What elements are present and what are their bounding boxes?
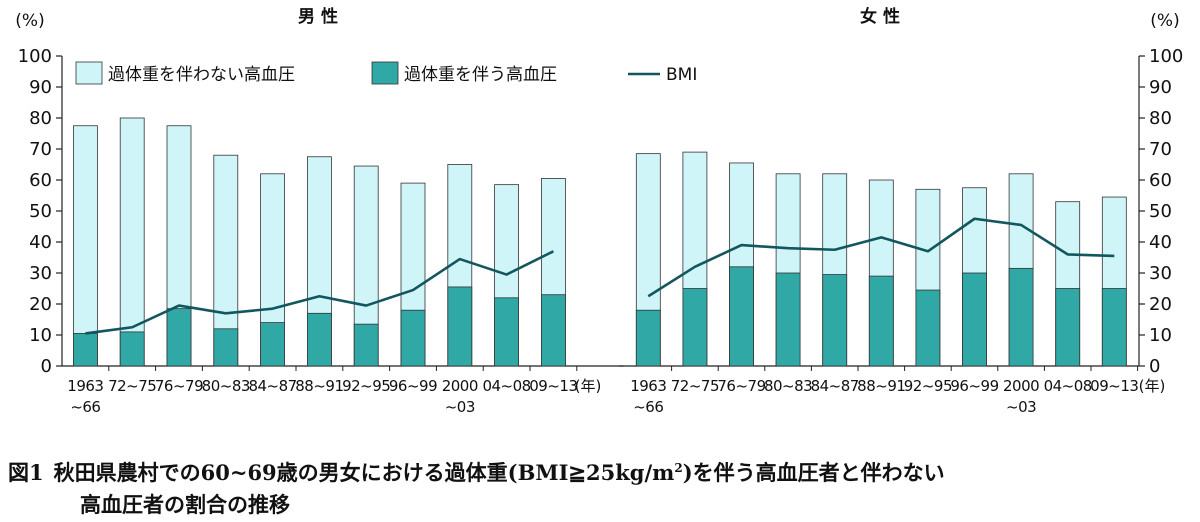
x-tick-label: 80~83 <box>202 377 250 395</box>
x-tick-label: 92~95 <box>904 377 952 395</box>
x-tick-label: 84~87 <box>248 377 296 395</box>
y-tick-label-right: 50 <box>1149 201 1172 222</box>
bar-with-overweight <box>868 275 894 367</box>
y-tick-label-right: 60 <box>1149 170 1172 191</box>
x-tick-label: 88~91 <box>857 377 905 395</box>
y-tick-label-right: 80 <box>1149 108 1172 129</box>
bar-with-overweight <box>1008 267 1034 367</box>
x-tick-label: 2000 ~03 <box>442 377 478 416</box>
figure-number: 図1 <box>8 460 44 485</box>
bar-with-overweight <box>962 272 987 367</box>
bar-with-overweight <box>306 312 332 367</box>
y-tick-label-right: 100 <box>1149 46 1183 67</box>
y-tick-label-left: 10 <box>29 325 52 346</box>
legend-label-dark: 過体重を伴う高血圧 <box>404 65 557 85</box>
x-tick-label: 96~99 <box>950 377 998 395</box>
bmi-line-0 <box>85 250 554 335</box>
bar-with-overweight <box>400 309 426 367</box>
bmi-line-1 <box>647 217 1115 298</box>
x-tick-label: 76~79 <box>717 377 765 395</box>
legend-label-line: BMI <box>666 65 697 85</box>
x-tick-label: 04~08 <box>482 377 530 395</box>
y-tick-label-left: 30 <box>29 263 52 284</box>
bar-with-overweight <box>260 322 286 367</box>
y-tick-label-left: 70 <box>29 139 52 160</box>
x-tick-label: 09~13 <box>1090 377 1138 395</box>
bar-with-overweight <box>1055 288 1081 367</box>
panel-title-1: 女 性 <box>860 6 900 27</box>
bar-with-overweight <box>166 308 192 367</box>
bar-with-overweight <box>73 333 98 367</box>
y-tick-label-right: 20 <box>1149 294 1172 315</box>
y-tick-label-left: 60 <box>29 170 52 191</box>
y-tick-label-left: 0 <box>41 356 52 377</box>
bar-with-overweight <box>1101 288 1127 367</box>
bar-with-overweight <box>822 274 848 367</box>
caption-superscript: 2 <box>674 461 683 475</box>
y-tick-label-left: 100 <box>18 46 52 67</box>
caption-line1-end: )を伴う高血圧者と伴わない <box>682 460 945 485</box>
panel-title-0: 男 性 <box>298 6 338 27</box>
bar-no-overweight <box>73 125 98 367</box>
y-tick-label-right: 70 <box>1149 139 1172 160</box>
caption-line1: 秋田県農村での60~69歳の男女における過体重(BMI≧25kg/m <box>53 460 675 485</box>
y-tick-label-left: 40 <box>29 232 52 253</box>
bar-with-overweight <box>915 289 941 367</box>
y-tick-label-right: 90 <box>1149 77 1172 98</box>
x-tick-label: 84~87 <box>811 377 859 395</box>
x-tick-label: 1963 ~66 <box>67 377 103 416</box>
y-axis-unit-left: (%) <box>15 11 44 31</box>
bar-with-overweight <box>353 323 379 367</box>
y-tick-label-right: 10 <box>1149 325 1172 346</box>
bar-with-overweight <box>213 328 239 367</box>
x-tick-label: 88~91 <box>295 377 343 395</box>
bar-with-overweight <box>447 286 473 367</box>
y-tick-label-right: 40 <box>1149 232 1172 253</box>
x-tick-label: 1963 ~66 <box>630 377 666 416</box>
bar-with-overweight <box>635 309 661 367</box>
x-tick-label: 72~75 <box>671 377 719 395</box>
bar-with-overweight <box>119 331 145 367</box>
x-tick-label: 72~75 <box>108 377 156 395</box>
bar-with-overweight <box>494 297 520 367</box>
legend-label-light: 過体重を伴わない高血圧 <box>108 65 295 85</box>
legend-swatch-light <box>75 61 103 85</box>
x-tick-label: 96~99 <box>389 377 437 395</box>
figure-caption: 図1 秋田県農村での60~69歳の男女における過体重(BMI≧25kg/m2)を伴… <box>8 452 1198 521</box>
x-tick-label: 04~08 <box>1044 377 1092 395</box>
x-tick-label: 80~83 <box>764 377 812 395</box>
x-tick-label: 2000 ~03 <box>1003 377 1039 416</box>
bar-with-overweight <box>682 288 708 367</box>
bar-with-overweight <box>541 294 566 367</box>
x-tick-label: 76~79 <box>155 377 203 395</box>
x-axis-unit-1: (年) <box>1139 377 1166 395</box>
y-tick-label-right: 0 <box>1149 356 1160 377</box>
y-tick-label-right: 30 <box>1149 263 1172 284</box>
y-axis-unit-right: (%) <box>1150 11 1179 31</box>
x-axis-unit-0: (年) <box>575 377 602 395</box>
caption-line2: 高血圧者の割合の推移 <box>80 492 290 517</box>
y-tick-label-left: 90 <box>29 77 52 98</box>
y-tick-label-left: 80 <box>29 108 52 129</box>
legend-swatch-dark <box>371 61 399 85</box>
y-tick-label-left: 50 <box>29 201 52 222</box>
x-tick-label: 09~13 <box>529 377 577 395</box>
x-tick-label: 92~95 <box>342 377 390 395</box>
y-tick-label-left: 20 <box>29 294 52 315</box>
bar-with-overweight <box>729 266 754 367</box>
bar-with-overweight <box>775 272 801 367</box>
